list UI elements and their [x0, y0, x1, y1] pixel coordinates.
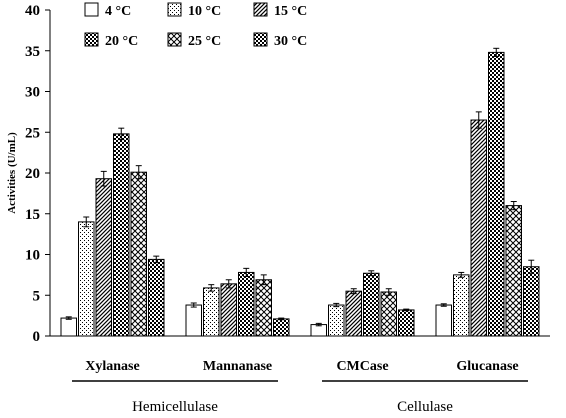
bar — [435, 304, 452, 337]
y-tick-label: 15 — [25, 207, 40, 223]
legend-swatch — [84, 2, 99, 17]
legend-label: 4 °C — [105, 4, 131, 19]
legend-swatch — [253, 32, 268, 47]
group-label: Hemicellulase — [132, 399, 218, 415]
legend: 4 °C 10 °C 15 °C 20 °C 25 °C 30 °C — [84, 2, 307, 49]
bar — [113, 133, 130, 337]
bar — [398, 309, 415, 337]
y-tick-label: 0 — [33, 329, 41, 345]
bar — [78, 221, 95, 337]
bar — [148, 258, 165, 337]
y-tick-label: 25 — [25, 125, 40, 141]
legend-label: 30 °C — [274, 34, 307, 49]
legend-label: 20 °C — [105, 34, 138, 49]
bar — [238, 271, 255, 337]
bar — [523, 266, 540, 337]
y-tick-label: 40 — [25, 3, 40, 19]
bar — [130, 171, 147, 337]
bar — [380, 291, 397, 337]
legend-swatch — [167, 32, 182, 47]
y-tick-label: 35 — [25, 44, 40, 60]
legend-label: 10 °C — [188, 4, 221, 19]
legend-swatch — [84, 32, 99, 47]
bar — [255, 279, 272, 337]
bar — [345, 290, 362, 337]
category-label: Xylanase — [85, 359, 139, 374]
legend-swatch — [253, 2, 268, 17]
labels: 0 5 10 15 20 25 30 35 40 Activities (U/mL) Xylanas… — [6, 3, 519, 415]
y-tick-label: 10 — [25, 248, 40, 264]
y-tick-label: 30 — [25, 85, 40, 101]
category-label: CMCase — [336, 359, 388, 374]
bar — [273, 318, 290, 337]
bar — [203, 287, 220, 337]
legend-swatch — [167, 2, 182, 17]
group-label: Cellulase — [397, 399, 453, 415]
bar — [363, 272, 380, 337]
bar — [95, 178, 112, 337]
bar — [60, 317, 77, 337]
legend-label: 25 °C — [188, 34, 221, 49]
bar — [505, 205, 522, 337]
legend-label: 15 °C — [274, 4, 307, 19]
category-label: Mannanase — [203, 359, 272, 374]
bar — [453, 274, 470, 337]
category-label: Glucanase — [456, 359, 518, 374]
bar — [328, 304, 345, 337]
y-axis-label: Activities (U/mL) — [6, 132, 18, 214]
bar — [220, 283, 237, 337]
bar — [185, 304, 202, 337]
y-tick-label: 5 — [33, 288, 41, 304]
bar — [470, 119, 487, 337]
y-tick-label: 20 — [25, 166, 40, 182]
bars — [60, 47, 540, 337]
bar — [488, 51, 505, 337]
